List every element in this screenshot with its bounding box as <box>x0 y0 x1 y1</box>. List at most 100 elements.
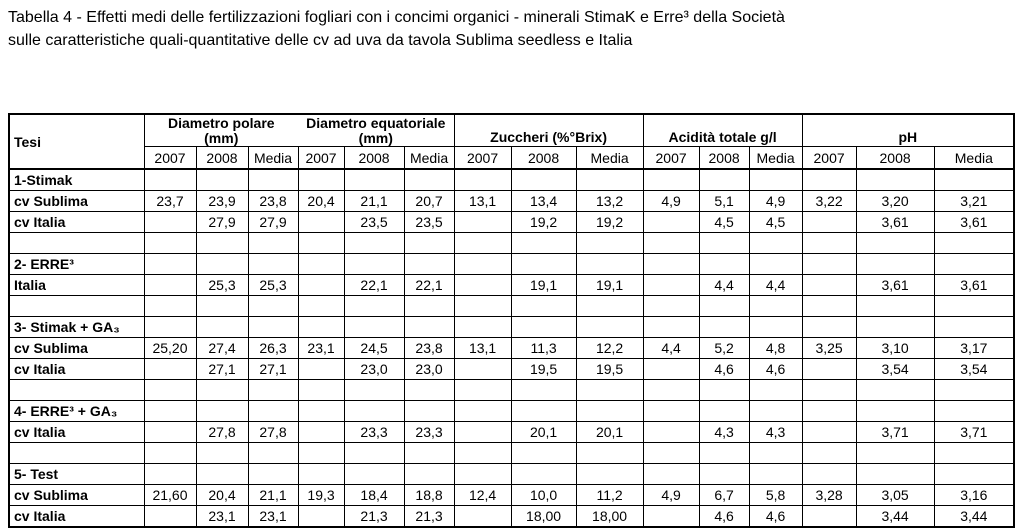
column-group-acidita-totale: Acidità totale g/l <box>642 113 803 147</box>
data-cell <box>343 168 405 191</box>
data-cell <box>575 295 644 317</box>
data-cell: 21,1 <box>247 484 299 506</box>
data-cell <box>453 211 512 233</box>
data-cell <box>453 379 512 401</box>
data-cell: 4,4 <box>698 274 750 296</box>
data-cell: 21,3 <box>403 505 455 528</box>
data-cell <box>801 379 857 401</box>
data-cell: 4,4 <box>748 274 803 296</box>
data-cell: 23,5 <box>343 211 405 233</box>
data-cell <box>801 463 857 485</box>
table-row: cv Sublima 21,60 20,4 21,1 19,3 18,4 18,8 12,4 1… <box>8 484 1015 506</box>
data-cell: 4,9 <box>642 484 700 506</box>
data-cell <box>748 168 803 191</box>
data-cell: 4,6 <box>698 358 750 380</box>
data-cell <box>575 379 644 401</box>
data-cell <box>642 295 700 317</box>
data-cell <box>698 442 750 464</box>
table-caption: Tabella 4 - Effetti medi delle fertilizz… <box>8 6 1012 52</box>
data-cell <box>143 400 197 422</box>
data-cell <box>297 253 345 275</box>
data-cell: 19,1 <box>575 274 644 296</box>
data-cell <box>143 168 197 191</box>
data-cell <box>933 295 1015 317</box>
data-cell: 3,16 <box>933 484 1015 506</box>
data-cell: 25,3 <box>247 274 299 296</box>
column-header-tesi: Tesi <box>8 113 145 170</box>
data-cell <box>403 295 455 317</box>
data-cell: 20,7 <box>403 190 455 212</box>
data-cell <box>510 253 577 275</box>
data-cell: 11,3 <box>510 337 577 359</box>
caption-line-1: Tabella 4 - Effetti medi delle fertilizz… <box>8 9 785 26</box>
data-cell: 20,1 <box>510 421 577 443</box>
group-label: Zuccheri (%°Brix) <box>490 129 607 145</box>
data-cell <box>933 253 1015 275</box>
data-cell: 3,71 <box>933 421 1015 443</box>
data-cell: 20,1 <box>575 421 644 443</box>
year-header: 2008 <box>195 146 249 170</box>
data-cell: 19,3 <box>297 484 345 506</box>
year-header: 2008 <box>510 146 577 170</box>
data-cell <box>698 253 750 275</box>
data-cell: 3,28 <box>801 484 857 506</box>
table-row: 5- Test <box>8 463 1015 485</box>
row-label: 1-Stimak <box>8 168 145 191</box>
table-row: 2- ERRE³ <box>8 253 1015 275</box>
data-cell: 23,1 <box>195 505 249 528</box>
data-cell <box>933 442 1015 464</box>
data-cell <box>297 316 345 338</box>
data-cell: 23,1 <box>247 505 299 528</box>
data-cell <box>143 379 197 401</box>
data-cell: 18,00 <box>575 505 644 528</box>
data-cell <box>247 316 299 338</box>
data-cell <box>453 463 512 485</box>
data-cell <box>510 168 577 191</box>
data-cell <box>801 211 857 233</box>
data-cell <box>343 442 405 464</box>
data-cell <box>933 232 1015 254</box>
row-label: 2- ERRE³ <box>8 253 145 275</box>
row-label: cv Italia <box>8 421 145 443</box>
data-cell <box>642 211 700 233</box>
row-label: cv Sublima <box>8 190 145 212</box>
data-cell: 23,5 <box>403 211 455 233</box>
data-cell: 3,44 <box>855 505 935 528</box>
data-cell <box>453 316 512 338</box>
data-cell <box>748 253 803 275</box>
data-cell: 4,6 <box>748 505 803 528</box>
data-cell <box>933 379 1015 401</box>
year-header: 2007 <box>642 146 700 170</box>
data-cell: 13,4 <box>510 190 577 212</box>
data-cell <box>933 316 1015 338</box>
year-header: Media <box>933 146 1015 170</box>
data-cell <box>195 379 249 401</box>
data-cell <box>343 232 405 254</box>
data-cell <box>343 463 405 485</box>
data-cell: 23,3 <box>403 421 455 443</box>
data-cell <box>933 463 1015 485</box>
data-cell <box>297 421 345 443</box>
group-label: Acidità totale g/l <box>668 129 777 145</box>
data-cell: 26,3 <box>247 337 299 359</box>
data-cell <box>143 295 197 317</box>
data-cell <box>247 442 299 464</box>
data-cell: 4,8 <box>748 337 803 359</box>
data-cell: 20,4 <box>297 190 345 212</box>
data-cell: 3,61 <box>933 211 1015 233</box>
row-label: cv Sublima <box>8 484 145 506</box>
data-cell <box>343 400 405 422</box>
year-header: 2007 <box>801 146 857 170</box>
row-label <box>8 442 145 464</box>
year-header: 2008 <box>855 146 935 170</box>
data-cell: 3,17 <box>933 337 1015 359</box>
data-cell <box>642 505 700 528</box>
data-cell <box>403 168 455 191</box>
data-cell: 18,8 <box>403 484 455 506</box>
data-cell <box>855 232 935 254</box>
column-group-ph: pH <box>801 113 1015 147</box>
data-cell <box>247 463 299 485</box>
data-cell <box>453 505 512 528</box>
data-cell <box>855 316 935 338</box>
data-cell <box>297 295 345 317</box>
